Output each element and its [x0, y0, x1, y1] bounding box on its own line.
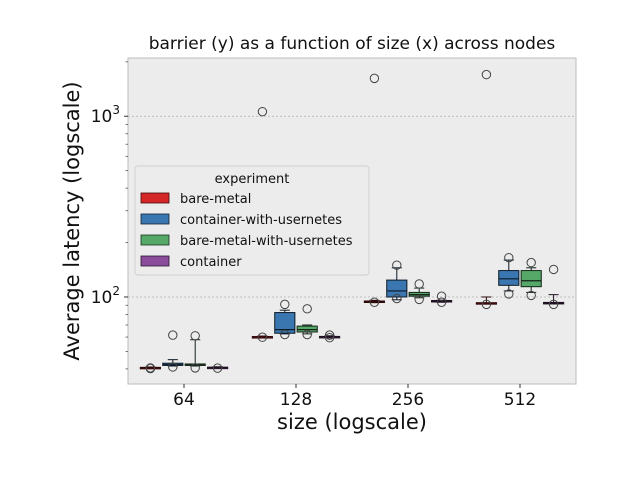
x-tick-label: 64 [173, 390, 195, 410]
x-axis-label: size (logscale) [277, 410, 427, 434]
grid-lines [128, 115, 576, 298]
box-bare-metal-with-usernetes-256 [408, 279, 430, 305]
outlier-point [392, 260, 402, 270]
outlier-point [302, 304, 312, 314]
x-tick-label: 512 [504, 390, 536, 410]
y-tick-label: 102 [91, 284, 120, 308]
outlier-point [436, 291, 447, 301]
outlier-point [257, 332, 268, 342]
x-axis-ticks: 64 128 256 512 [173, 384, 536, 410]
outlier-point [190, 331, 200, 341]
box-iqr [274, 312, 296, 334]
box-bare-metal-with-usernetes-512 [520, 257, 542, 301]
outlier-point [392, 293, 402, 304]
box-container-128 [319, 330, 341, 343]
outlier-point [504, 289, 514, 299]
legend-swatch [140, 255, 170, 267]
legend-items: bare-metal container-with-usernetes bare-m… [140, 192, 353, 270]
outlier-point [190, 363, 200, 373]
box-iqr [498, 270, 520, 286]
legend-label: bare-metal [180, 192, 251, 207]
legend-swatch [140, 234, 170, 246]
outlier-point [481, 299, 492, 310]
box-iqr [520, 270, 542, 288]
outlier-point [145, 363, 156, 373]
outlier-point [168, 330, 178, 340]
boxes [139, 69, 565, 374]
legend-label: bare-metal-with-usernetes [180, 234, 353, 249]
box-bare-metal-256 [363, 73, 385, 307]
legend-title: experiment [215, 172, 290, 187]
box-container-with-usernetes-512 [498, 252, 520, 299]
box-iqr [386, 279, 408, 298]
box-bare-metal-128 [251, 106, 273, 342]
legend-label: container [180, 255, 242, 270]
box-container-256 [431, 291, 453, 307]
outlier-point [526, 257, 536, 268]
outlier-point [369, 297, 380, 307]
x-tick-label: 128 [280, 390, 312, 410]
outlier-point [548, 264, 559, 275]
box-container-64 [207, 363, 229, 373]
box-container-with-usernetes-256 [386, 260, 408, 304]
outlier-point [324, 330, 335, 340]
legend-label: container-with-usernetes [180, 213, 342, 228]
legend-swatch [140, 192, 170, 204]
legend-swatch [140, 213, 170, 225]
outlier-point [302, 329, 312, 340]
outlier-point [504, 252, 514, 263]
box-bare-metal-with-usernetes-128 [296, 304, 318, 340]
outlier-point [257, 106, 268, 117]
legend-frame [134, 165, 370, 276]
outlier-point [414, 279, 424, 289]
outlier-point [212, 363, 223, 373]
box-bare-metal-512 [475, 69, 497, 310]
box-container-with-usernetes-64 [162, 330, 184, 372]
outlier-point [526, 290, 536, 301]
x-tick-label: 256 [392, 390, 424, 410]
outlier-point [436, 297, 447, 307]
y-axis-ticks: 102 103 [91, 61, 128, 370]
outlier-point [280, 329, 290, 340]
box-bare-metal-64 [139, 363, 161, 374]
box-container-with-usernetes-128 [274, 299, 296, 340]
y-tick-label: 103 [91, 103, 120, 127]
outlier-point [324, 333, 335, 343]
outlier-point [168, 362, 178, 372]
outlier-point [280, 299, 290, 310]
outlier-point [548, 299, 559, 310]
box-bare-metal-with-usernetes-64 [184, 331, 206, 373]
outlier-point [414, 294, 424, 305]
box-container-512 [543, 264, 565, 310]
outlier-point [481, 69, 492, 80]
y-axis-label: Average latency (logscale) [60, 81, 84, 360]
chart-title: barrier (y) as a function of size (x) ac… [149, 34, 556, 54]
outlier-point [369, 73, 380, 84]
legend: experiment bare-metal container-with-user… [134, 165, 370, 276]
